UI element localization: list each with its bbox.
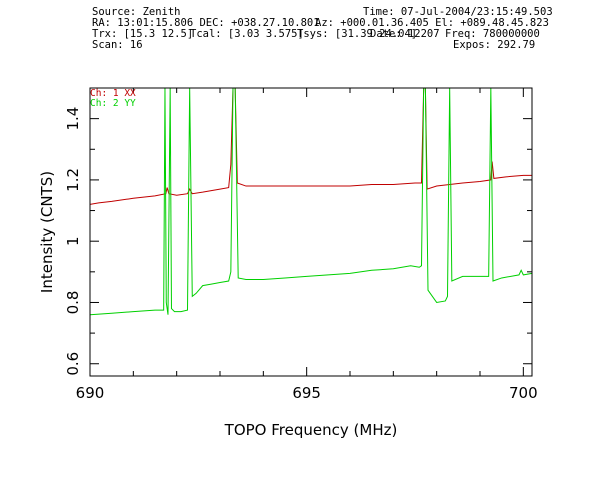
plot-frame bbox=[89, 87, 533, 377]
y-axis-title: Intensity (CNTS) bbox=[38, 171, 56, 293]
header-az-el: Az: +000.01.36.405 El: +089.48.45.823 bbox=[315, 17, 549, 29]
header-ra-dec: RA: 13:01:15.806 DEC: +038.27.10.801 bbox=[92, 17, 320, 29]
series-line-ch1 bbox=[90, 88, 532, 205]
y-tick-label: 0.8 bbox=[64, 291, 82, 315]
header-freq: Freq: 780000000 bbox=[445, 28, 540, 40]
legend-ch1: Ch: 1 XX bbox=[90, 88, 136, 99]
y-tick-label: 1.4 bbox=[64, 107, 82, 131]
header-time: Time: 07-Jul-2004/23:15:49.503 bbox=[363, 6, 553, 18]
header-expos: Expos: 292.79 bbox=[453, 39, 536, 51]
legend-ch2: Ch: 2 YY bbox=[90, 98, 136, 109]
header-date: Date: 12207 bbox=[370, 28, 440, 40]
x-tick-label: 695 bbox=[292, 384, 321, 402]
x-axis-title: TOPO Frequency (MHz) bbox=[224, 421, 398, 439]
header-tsys: Tsys: [31.39 24.04] bbox=[297, 28, 418, 40]
header-trx: Trx: [15.3 12.5] bbox=[92, 28, 194, 40]
x-tick-label: 690 bbox=[76, 384, 105, 402]
y-tick-label: 0.6 bbox=[64, 352, 82, 376]
header-tcal: Tcal: [3.03 3.575] bbox=[190, 28, 304, 40]
header-scan: Scan: 16 bbox=[92, 39, 143, 51]
header-source: Source: Zenith bbox=[92, 6, 181, 18]
series-line-ch2 bbox=[90, 88, 532, 316]
x-tick-label: 700 bbox=[509, 384, 538, 402]
y-tick-label: 1 bbox=[64, 236, 82, 246]
y-tick-label: 1.2 bbox=[64, 168, 82, 192]
